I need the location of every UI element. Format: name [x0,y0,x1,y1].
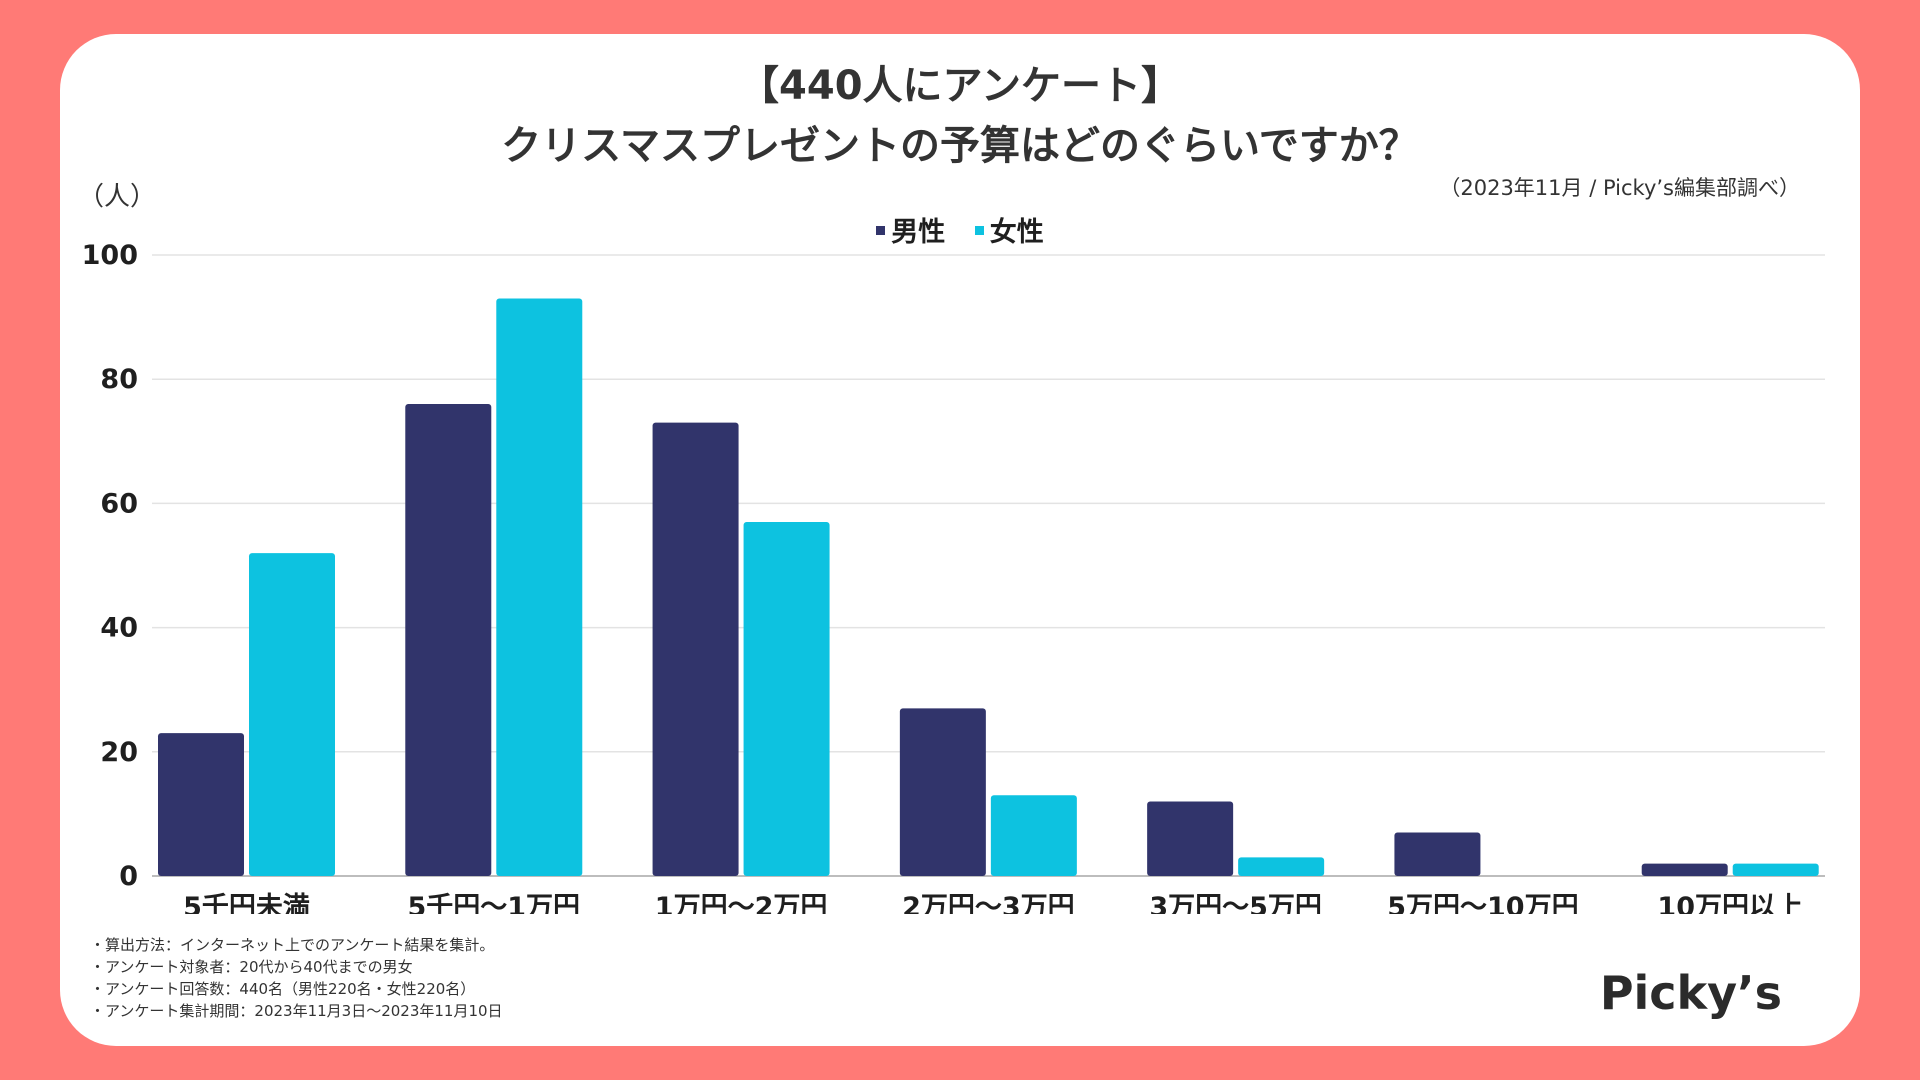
legend-swatch-female [974,226,984,235]
legend-item-female: 女性 [974,210,1044,249]
source-note: （2023年11月 / Picky’s編集部調べ） [1439,176,1800,200]
bar-male-1 [405,404,492,876]
y-tick-label-80: 80 [100,364,138,395]
bar-female-2 [743,522,830,876]
bar-female-3 [990,795,1077,876]
bar-male-0 [158,733,244,876]
bar-female-4 [1238,857,1325,876]
note-period: ・アンケート集計期間：2023年11月3日〜2023年11月10日 [90,1002,503,1020]
notes: ・算出方法：インターネット上でのアンケート結果を集計。 ・アンケート対象者：20… [90,934,503,1022]
bar-male-6 [1641,863,1728,876]
x-tick-label-2: 1万円〜2万円 [655,892,828,914]
title-line-2: クリスマスプレゼントの予算はどのぐらいですか？ [501,123,1419,169]
x-tick-label-1: 5千円〜1万円 [407,892,580,914]
bar-female-6 [1732,863,1819,876]
y-tick-label-40: 40 [100,613,138,644]
chart-title: 【440人にアンケート】 クリスマスプレゼントの予算はどのぐらいですか？ [60,56,1860,176]
x-tick-label-5: 5万円〜10万円 [1387,892,1578,914]
bar-female-1 [496,298,583,877]
legend-swatch-male [876,226,886,235]
y-tick-label-0: 0 [119,861,138,892]
x-tick-label-3: 2万円〜3万円 [902,892,1075,914]
legend-label-male: 男性 [891,217,946,248]
note-respondents: ・アンケート回答数：440名（男性220名・女性220名） [90,980,476,998]
bar-female-0 [249,553,335,876]
x-tick-label-4: 3万円〜5万円 [1149,892,1322,914]
y-tick-label-100: 100 [82,240,138,271]
x-tick-label-6: 10万円以上 [1657,892,1803,914]
pickys-logo: Picky’s [1599,966,1782,1020]
bar-male-4 [1147,801,1234,876]
y-tick-label-20: 20 [100,737,138,768]
bar-male-5 [1394,832,1481,876]
note-target: ・アンケート対象者：20代から40代までの男女 [90,958,413,976]
note-method: ・算出方法：インターネット上でのアンケート結果を集計。 [90,936,495,954]
bar-male-2 [652,422,739,876]
x-tick-label-0: 5千円未満 [183,892,310,914]
legend-label-female: 女性 [989,217,1044,248]
y-axis-unit: （人） [78,182,157,212]
bar-chart: 0 20 40 60 80 100 5千円未満 5千円〜1万円 1万円〜2万円 2万円〜3万円 3万… [82,240,1825,914]
title-line-1: 【440人にアンケート】 [739,63,1181,109]
y-tick-label-60: 60 [100,488,138,519]
legend-item-male: 男性 [876,210,945,249]
card: 【440人にアンケート】 クリスマスプレゼントの予算はどのぐらいですか？ （人）… [60,34,1860,1046]
bar-male-3 [899,708,986,876]
legend: 男性 女性 [60,210,1860,249]
